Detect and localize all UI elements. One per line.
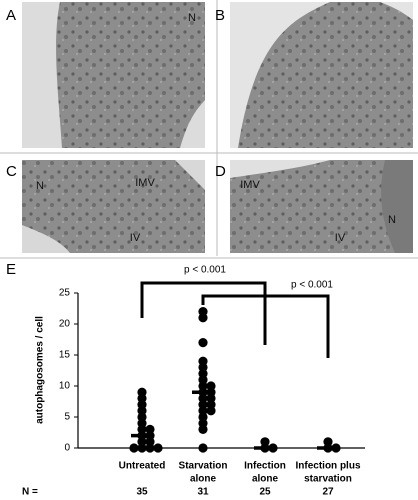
micrograph-c — [22, 160, 205, 253]
panel-letter: E — [6, 261, 16, 278]
n-value: 25 — [259, 487, 271, 498]
x-tick-label: Starvation — [179, 461, 228, 472]
data-point — [198, 338, 208, 348]
micrograph-label: IV — [130, 232, 141, 244]
x-tick-label: alone — [190, 474, 217, 485]
n-value: 35 — [136, 487, 148, 498]
x-tick-label: Infection plus — [296, 461, 361, 472]
bracket — [201, 294, 330, 358]
data-point — [323, 437, 333, 447]
y-tick-label: 25 — [59, 288, 71, 299]
data-point — [198, 356, 208, 366]
data-point — [153, 443, 163, 453]
y-tick-label: 5 — [64, 412, 70, 423]
data-point — [198, 307, 208, 317]
data-point — [145, 424, 155, 434]
y-tick-label: 20 — [59, 319, 71, 330]
micrograph-label: IMV — [240, 179, 260, 191]
micrograph-b — [230, 2, 413, 148]
n-value: 31 — [197, 487, 209, 498]
data-point — [129, 443, 139, 453]
micrograph-label: N — [188, 12, 196, 24]
n-value: 27 — [322, 487, 334, 498]
micrograph-label: IMV — [135, 177, 155, 189]
micrograph-d — [230, 160, 413, 253]
data-point — [206, 381, 216, 391]
panel-letter: B — [215, 7, 225, 24]
y-axis-label: autophagosomes / cell — [35, 316, 46, 424]
data-point — [260, 437, 270, 447]
micrograph-label: N — [36, 180, 44, 192]
data-point — [198, 443, 208, 453]
x-tick-label: starvation — [304, 474, 352, 485]
annotation: p < 0.001 — [291, 280, 333, 291]
panel-letter: D — [215, 163, 226, 180]
y-tick-label: 0 — [64, 443, 70, 454]
micrograph-label: IV — [335, 232, 346, 244]
micrograph-a — [22, 2, 205, 148]
x-tick-label: alone — [252, 474, 279, 485]
annotation: p < 0.001 — [184, 265, 226, 276]
panel-letter: A — [6, 7, 16, 24]
y-tick-label: 10 — [59, 381, 71, 392]
micrograph-label: N — [388, 214, 396, 226]
x-tick-label: Untreated — [119, 461, 166, 472]
x-tick-label: Infection — [244, 461, 286, 472]
bracket — [140, 281, 267, 345]
n-label: N = — [22, 487, 38, 498]
panel-letter: C — [6, 163, 17, 180]
data-point — [137, 387, 147, 397]
y-tick-label: 15 — [59, 350, 71, 361]
